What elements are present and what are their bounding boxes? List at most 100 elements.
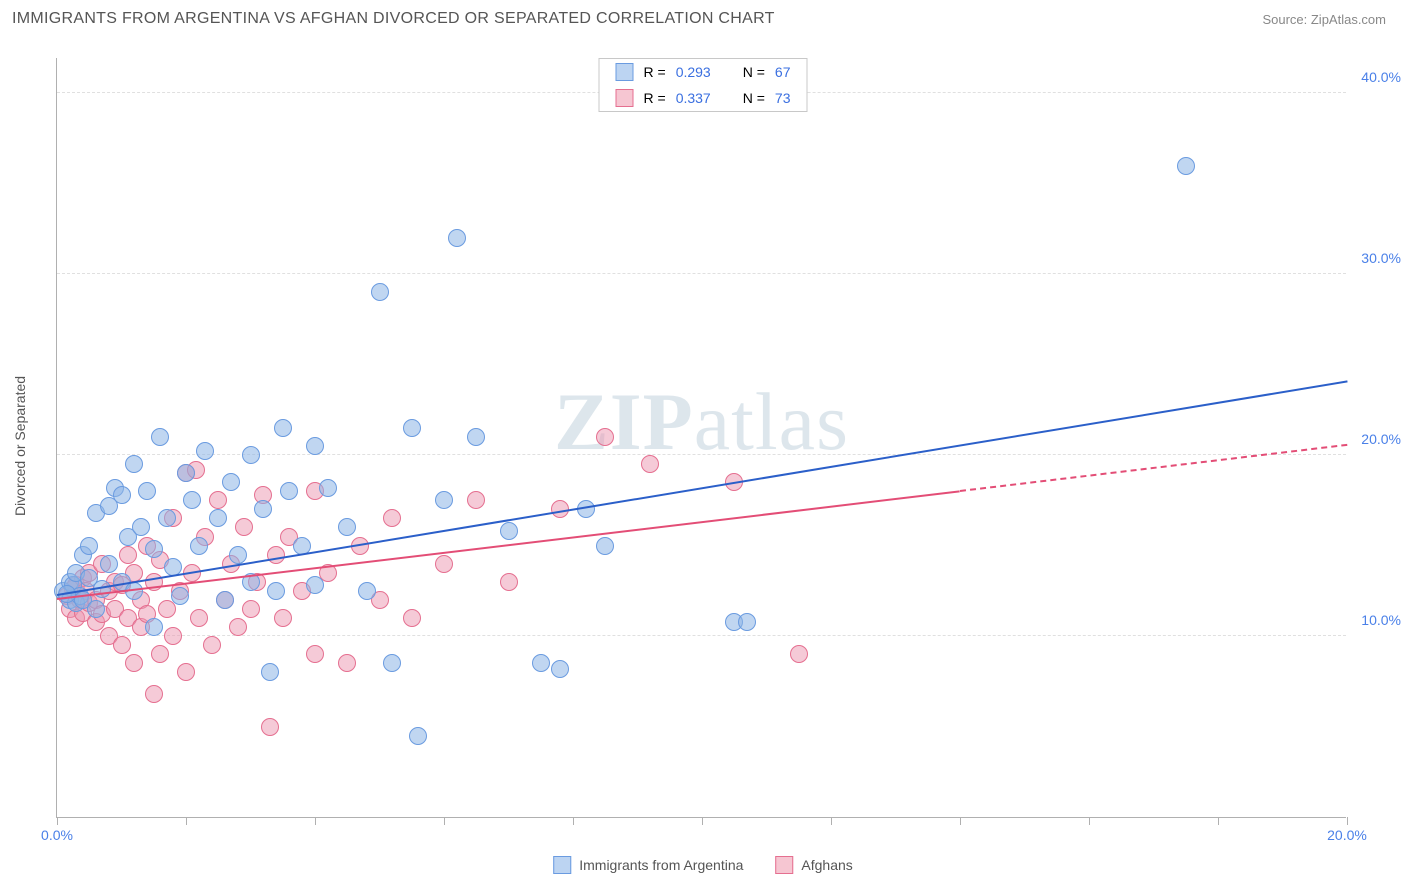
r-label: R = [644, 90, 666, 106]
data-point [500, 573, 518, 591]
x-tick [1089, 817, 1090, 825]
trend-line [57, 381, 1347, 596]
r-value-afghans: 0.337 [676, 90, 711, 106]
x-tick [960, 817, 961, 825]
data-point [113, 486, 131, 504]
trend-line [960, 444, 1347, 492]
x-tick [186, 817, 187, 825]
source-name: ZipAtlas.com [1311, 12, 1386, 27]
data-point [280, 482, 298, 500]
data-point [138, 482, 156, 500]
data-point [151, 645, 169, 663]
data-point [383, 509, 401, 527]
data-point [358, 582, 376, 600]
data-point [151, 428, 169, 446]
x-tick [315, 817, 316, 825]
x-tick [702, 817, 703, 825]
data-point [177, 464, 195, 482]
data-point [145, 618, 163, 636]
data-point [190, 609, 208, 627]
data-point [371, 283, 389, 301]
data-point [306, 576, 324, 594]
data-point [596, 537, 614, 555]
y-tick-label: 10.0% [1361, 612, 1401, 628]
data-point [203, 636, 221, 654]
data-point [448, 229, 466, 247]
data-point [532, 654, 550, 672]
data-point [113, 636, 131, 654]
data-point [403, 419, 421, 437]
swatch-afghans-icon [775, 856, 793, 874]
data-point [222, 473, 240, 491]
data-point [229, 618, 247, 636]
data-point [738, 613, 756, 631]
x-tick [1347, 817, 1348, 825]
chart-title: IMMIGRANTS FROM ARGENTINA VS AFGHAN DIVO… [12, 10, 775, 28]
data-point [209, 491, 227, 509]
data-point [177, 663, 195, 681]
x-tick-label-left: 0.0% [41, 827, 73, 843]
data-point [100, 555, 118, 573]
data-point [267, 546, 285, 564]
data-point [242, 600, 260, 618]
data-point [467, 428, 485, 446]
legend-label-argentina: Immigrants from Argentina [579, 857, 743, 873]
y-tick-label: 20.0% [1361, 431, 1401, 447]
data-point [319, 479, 337, 497]
data-point [125, 455, 143, 473]
data-point [596, 428, 614, 446]
legend-row-argentina: R = 0.293 N = 67 [600, 59, 807, 85]
data-point [125, 654, 143, 672]
data-point [171, 587, 189, 605]
swatch-afghans [616, 89, 634, 107]
swatch-argentina [616, 63, 634, 81]
data-point [158, 509, 176, 527]
data-point [274, 609, 292, 627]
data-point [403, 609, 421, 627]
series-legend: Immigrants from Argentina Afghans [553, 856, 853, 874]
watermark: ZIPatlas [554, 375, 849, 469]
data-point [338, 654, 356, 672]
n-label: N = [743, 64, 765, 80]
data-point [145, 540, 163, 558]
data-point [409, 727, 427, 745]
x-tick [444, 817, 445, 825]
x-tick [831, 817, 832, 825]
data-point [183, 491, 201, 509]
data-point [274, 419, 292, 437]
legend-row-afghans: R = 0.337 N = 73 [600, 85, 807, 111]
data-point [551, 660, 569, 678]
y-tick-label: 40.0% [1361, 69, 1401, 85]
legend-label-afghans: Afghans [801, 857, 852, 873]
data-point [383, 654, 401, 672]
data-point [306, 645, 324, 663]
data-point [267, 582, 285, 600]
data-point [641, 455, 659, 473]
data-point [235, 518, 253, 536]
x-tick [573, 817, 574, 825]
data-point [164, 627, 182, 645]
source-attribution: Source: ZipAtlas.com [1262, 12, 1386, 27]
data-point [790, 645, 808, 663]
data-point [467, 491, 485, 509]
data-point [87, 600, 105, 618]
scatter-plot-area: ZIPatlas 10.0%20.0%30.0%40.0%0.0%20.0% [56, 58, 1346, 818]
data-point [435, 491, 453, 509]
x-tick-label-right: 20.0% [1327, 827, 1367, 843]
data-point [338, 518, 356, 536]
data-point [500, 522, 518, 540]
data-point [435, 555, 453, 573]
data-point [229, 546, 247, 564]
data-point [145, 685, 163, 703]
source-prefix: Source: [1262, 12, 1310, 27]
data-point [254, 500, 272, 518]
gridline-h [57, 635, 1346, 636]
data-point [261, 718, 279, 736]
y-axis-label: Divorced or Separated [12, 376, 28, 516]
x-tick [1218, 817, 1219, 825]
n-label: N = [743, 90, 765, 106]
legend-item-argentina: Immigrants from Argentina [553, 856, 743, 874]
legend-item-afghans: Afghans [775, 856, 852, 874]
data-point [209, 509, 227, 527]
data-point [196, 442, 214, 460]
